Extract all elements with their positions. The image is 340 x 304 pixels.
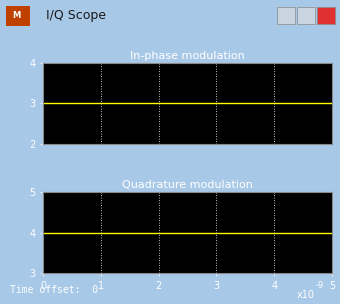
- FancyBboxPatch shape: [297, 7, 315, 24]
- Text: Time offset:  0: Time offset: 0: [10, 285, 98, 295]
- Title: In-phase modulation: In-phase modulation: [130, 51, 245, 61]
- Text: x10: x10: [297, 290, 315, 300]
- FancyBboxPatch shape: [277, 7, 295, 24]
- Text: I/Q Scope: I/Q Scope: [47, 9, 106, 22]
- FancyBboxPatch shape: [317, 7, 335, 24]
- Text: -9: -9: [315, 281, 324, 290]
- Text: M: M: [12, 11, 20, 20]
- FancyBboxPatch shape: [6, 5, 30, 26]
- Title: Quadrature modulation: Quadrature modulation: [122, 180, 253, 190]
